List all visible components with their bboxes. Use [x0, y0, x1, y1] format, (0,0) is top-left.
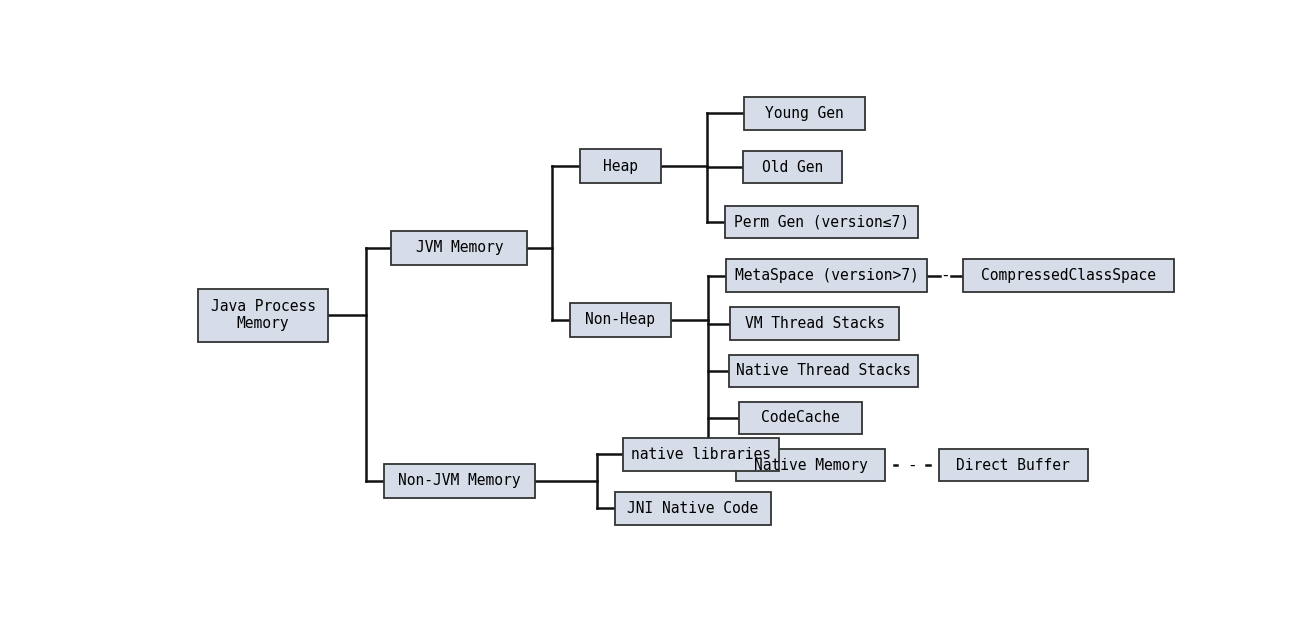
Text: Direct Buffer: Direct Buffer — [956, 457, 1070, 472]
FancyBboxPatch shape — [614, 492, 770, 525]
Text: native libraries: native libraries — [631, 447, 772, 462]
FancyBboxPatch shape — [744, 97, 865, 130]
Text: Native Memory: Native Memory — [753, 457, 868, 472]
FancyBboxPatch shape — [570, 303, 670, 337]
FancyBboxPatch shape — [963, 260, 1174, 292]
FancyBboxPatch shape — [725, 205, 918, 238]
FancyBboxPatch shape — [391, 231, 527, 265]
Text: Non-JVM Memory: Non-JVM Memory — [397, 474, 521, 489]
Text: Young Gen: Young Gen — [765, 106, 844, 121]
FancyBboxPatch shape — [624, 438, 779, 470]
FancyBboxPatch shape — [726, 260, 927, 292]
Text: JNI Native Code: JNI Native Code — [627, 501, 759, 516]
Text: CodeCache: CodeCache — [761, 411, 840, 426]
FancyBboxPatch shape — [385, 464, 535, 498]
FancyBboxPatch shape — [737, 449, 885, 481]
FancyBboxPatch shape — [730, 308, 899, 340]
Text: Java Process
Memory: Java Process Memory — [210, 299, 316, 331]
Text: VM Thread Stacks: VM Thread Stacks — [744, 316, 885, 331]
Text: Native Thread Stacks: Native Thread Stacks — [737, 363, 912, 378]
FancyBboxPatch shape — [739, 402, 863, 434]
Text: MetaSpace (version>7): MetaSpace (version>7) — [735, 268, 918, 283]
FancyBboxPatch shape — [197, 289, 329, 341]
FancyBboxPatch shape — [939, 449, 1087, 481]
Text: -: - — [907, 457, 917, 472]
FancyBboxPatch shape — [743, 151, 842, 183]
Text: -: - — [940, 268, 950, 283]
Text: CompressedClassSpace: CompressedClassSpace — [981, 268, 1156, 283]
Text: Old Gen: Old Gen — [763, 160, 824, 175]
Text: Non-Heap: Non-Heap — [586, 313, 656, 328]
FancyBboxPatch shape — [581, 149, 661, 183]
Text: Heap: Heap — [603, 158, 638, 173]
FancyBboxPatch shape — [729, 354, 918, 387]
Text: Perm Gen (version≤7): Perm Gen (version≤7) — [734, 215, 909, 230]
Text: JVM Memory: JVM Memory — [416, 240, 503, 255]
